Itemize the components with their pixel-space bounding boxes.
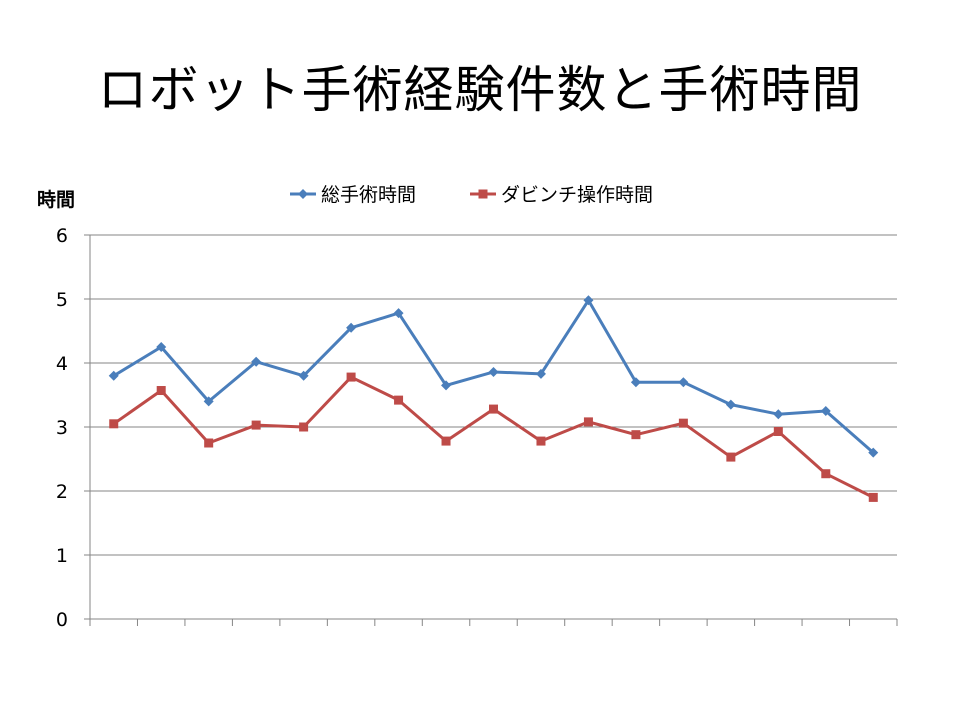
axes: 0 1 2 3 4 5 6	[56, 225, 898, 631]
data-point	[203, 396, 214, 407]
data-point	[536, 436, 546, 446]
y-tick-label: 3	[56, 417, 68, 439]
data-point	[393, 308, 404, 319]
data-point	[868, 447, 879, 458]
legend[interactable]: 総手術時間 ダビンチ操作時間	[290, 184, 653, 206]
y-tick-label: 6	[56, 225, 68, 247]
data-point	[156, 386, 166, 396]
y-tick-label: 4	[56, 353, 68, 375]
data-point	[868, 492, 878, 502]
data-point	[678, 377, 689, 388]
data-point	[535, 368, 546, 379]
data-point	[346, 372, 356, 382]
slide-title: ロボット手術経験件数と手術時間	[97, 61, 863, 119]
data-point	[678, 418, 688, 428]
y-tick-label: 1	[56, 545, 68, 567]
data-point	[583, 417, 593, 427]
data-point	[441, 436, 451, 446]
legend-marker	[478, 189, 488, 199]
y-tick-label: 5	[56, 289, 68, 311]
data-point	[773, 409, 784, 420]
y-tick-label: 2	[56, 481, 68, 503]
data-point	[156, 342, 167, 352]
data-point	[394, 395, 404, 405]
data-point	[631, 430, 641, 440]
series-lines	[108, 295, 879, 502]
gridlines	[90, 234, 897, 556]
series-2	[109, 372, 878, 502]
data-point	[726, 452, 736, 462]
legend-entry-1[interactable]: 総手術時間	[290, 184, 416, 206]
data-point	[488, 366, 499, 377]
series-line	[112, 375, 874, 499]
data-point	[489, 404, 498, 414]
data-point	[583, 295, 594, 306]
data-point	[346, 322, 357, 333]
legend-label: 総手術時間	[321, 184, 416, 206]
data-point	[725, 399, 736, 410]
data-point	[204, 438, 214, 448]
data-point	[441, 380, 452, 391]
data-point	[108, 370, 119, 381]
series-1	[108, 295, 879, 458]
legend-label: ダビンチ操作時間	[501, 184, 653, 206]
data-point	[630, 377, 641, 388]
legend-entry-2[interactable]: ダビンチ操作時間	[470, 184, 653, 206]
legend-marker	[298, 189, 308, 199]
data-point	[251, 420, 261, 430]
data-point	[821, 469, 831, 479]
data-point	[298, 370, 309, 381]
data-point	[109, 419, 119, 429]
data-point	[299, 422, 309, 432]
data-point	[820, 406, 831, 416]
data-point	[773, 426, 783, 436]
y-tick-label: 0	[56, 609, 68, 631]
data-point	[251, 356, 262, 367]
y-axis-label: 時間	[37, 189, 75, 211]
